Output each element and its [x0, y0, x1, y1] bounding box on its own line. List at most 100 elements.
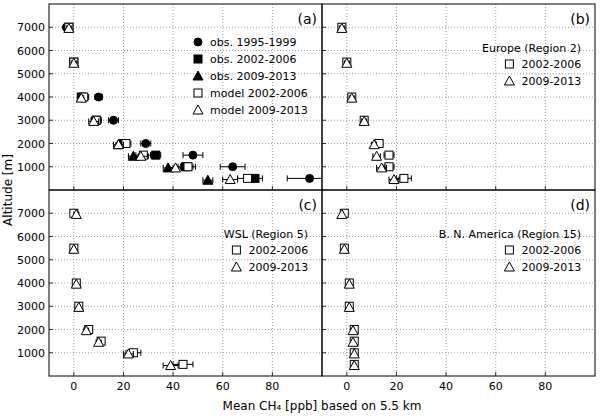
error-bar — [173, 361, 193, 367]
tick-label: 0 — [70, 380, 77, 393]
tick — [396, 186, 397, 190]
tick — [123, 186, 124, 190]
tick — [346, 372, 347, 376]
tick-label: 3000 — [17, 114, 45, 127]
error-cap — [135, 152, 136, 158]
tick — [49, 213, 53, 214]
grid-line — [322, 213, 595, 214]
point — [152, 151, 160, 159]
error-cap — [168, 165, 169, 171]
error-cap — [123, 351, 124, 357]
point — [76, 93, 86, 102]
panel-label: (d) — [570, 197, 590, 213]
point — [122, 140, 130, 148]
legend-label: obs. 2009-2013 — [210, 70, 296, 83]
legend: obs. 1995-1999obs. 2002-2006obs. 2009-20… — [193, 36, 308, 117]
tick — [272, 186, 273, 190]
tick-label: 40 — [439, 380, 453, 393]
point — [349, 361, 359, 370]
error-cap — [150, 152, 151, 158]
panel: (b)Europe (Region 2)2002-20062009-2013 — [322, 4, 595, 190]
point — [113, 140, 123, 149]
tick-label: 20 — [116, 380, 130, 393]
tick-label: 40 — [166, 380, 180, 393]
tick — [49, 73, 53, 74]
error-bar — [178, 164, 193, 170]
grid-line — [545, 190, 546, 376]
point — [385, 151, 393, 159]
tick — [222, 186, 223, 190]
grid-line — [123, 190, 124, 376]
point — [389, 175, 399, 184]
legend-label: 2009-2013 — [248, 261, 308, 274]
error-cap — [108, 117, 109, 123]
error-cap — [287, 175, 288, 181]
panel-label: (a) — [297, 11, 317, 27]
data-group — [69, 209, 193, 369]
tick — [322, 50, 326, 51]
tick — [322, 73, 326, 74]
point — [71, 279, 81, 288]
tick — [49, 143, 53, 144]
y-axis-title: Altitude [m] — [1, 154, 15, 226]
tick-label: 2000 — [17, 138, 45, 151]
tick — [322, 306, 326, 307]
point — [81, 326, 91, 335]
point — [348, 326, 358, 335]
point — [166, 361, 176, 370]
grid-line — [49, 143, 322, 144]
legend-marker — [505, 60, 513, 68]
point — [339, 244, 349, 253]
tick-label: 1000 — [17, 161, 45, 174]
grid-line — [322, 283, 595, 284]
error-cap — [101, 117, 102, 123]
error-cap — [178, 363, 179, 369]
tick — [322, 213, 326, 214]
legend-label: obs. 1995-1999 — [210, 36, 296, 49]
point — [142, 140, 150, 148]
point — [136, 151, 146, 160]
grid-line — [396, 190, 397, 376]
error-cap — [202, 177, 203, 183]
tick — [49, 259, 53, 260]
error-cap — [123, 142, 124, 148]
tick — [322, 329, 326, 330]
error-cap — [222, 177, 223, 183]
point — [64, 23, 74, 32]
point — [89, 116, 99, 125]
point — [189, 151, 197, 159]
legend: 2002-20062009-2013 — [504, 244, 581, 274]
tick-label: 4000 — [17, 91, 45, 104]
legend-label: 2009-2013 — [521, 261, 581, 274]
tick-label: 60 — [489, 380, 503, 393]
error-cap — [245, 164, 246, 170]
grid-line — [322, 27, 595, 28]
tick — [346, 186, 347, 190]
point — [337, 23, 347, 32]
grid-line — [396, 4, 397, 190]
tick — [322, 97, 326, 98]
tick — [322, 259, 326, 260]
tick — [322, 283, 326, 284]
error-cap — [376, 165, 377, 171]
error-cap — [384, 152, 385, 158]
tick — [322, 27, 326, 28]
tick — [272, 372, 273, 376]
tick-label: 6000 — [17, 231, 45, 244]
point — [179, 360, 187, 368]
legend-marker — [194, 38, 202, 46]
legend-marker — [232, 246, 240, 254]
subtitle: WSL (Region 5) — [224, 228, 308, 241]
error-cap — [202, 152, 203, 158]
error-bar — [141, 141, 151, 147]
tick — [545, 372, 546, 376]
point — [95, 93, 103, 101]
grid-line — [322, 143, 595, 144]
subtitle: Europe (Region 2) — [482, 42, 581, 55]
error-cap — [133, 153, 134, 159]
tick — [49, 306, 53, 307]
panel: 1000200030004000500060007000(a)obs. 1995… — [17, 4, 332, 190]
legend: 2002-20062009-2013 — [231, 244, 308, 274]
point — [344, 279, 354, 288]
tick-label: 80 — [265, 380, 279, 393]
